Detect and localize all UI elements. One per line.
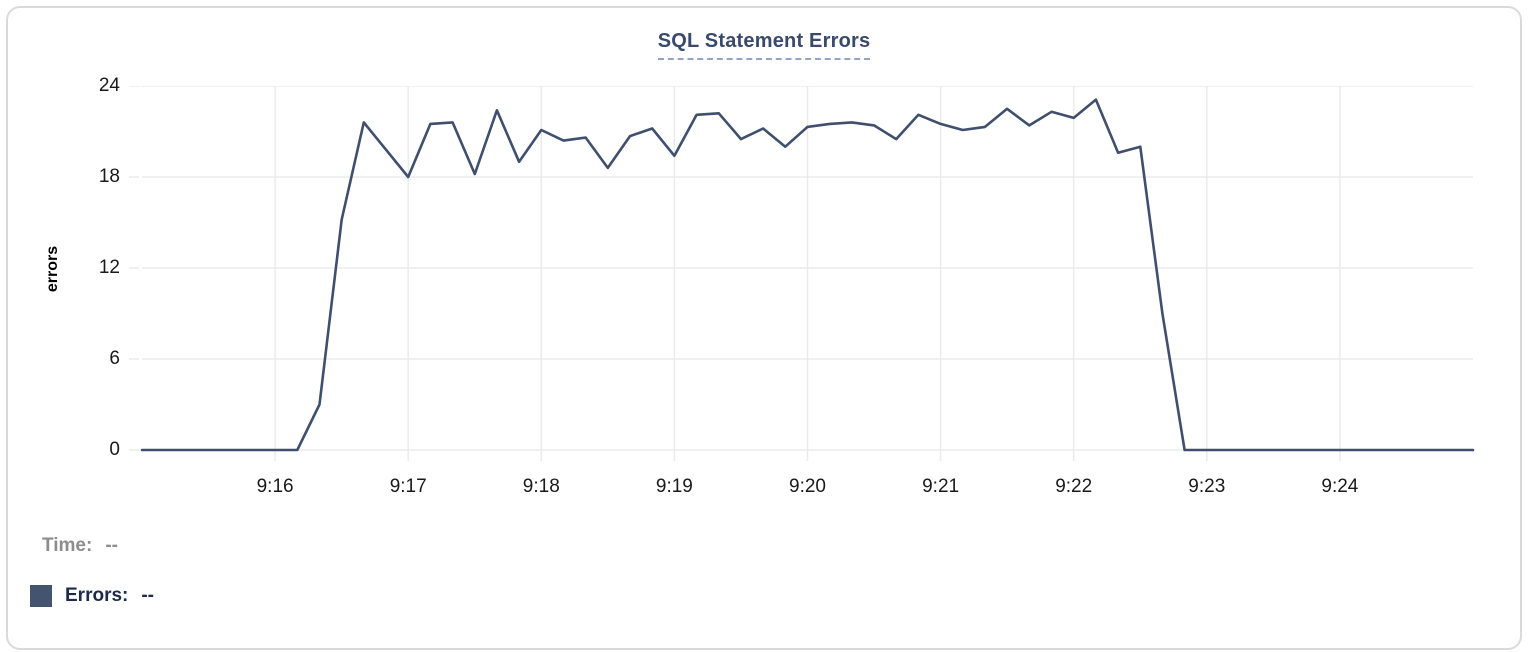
y-tick-label: 12 (98, 257, 120, 278)
x-tick-label: 9:22 (1055, 476, 1093, 497)
y-tick-label: 0 (109, 439, 120, 460)
errors-readout-value: -- (141, 585, 155, 606)
chart-title-link[interactable]: SQL Statement Errors (657, 30, 871, 60)
y-tick-label: 24 (98, 75, 120, 96)
y-axis-title: errors (44, 245, 61, 293)
time-readout-label: Time: (42, 535, 93, 556)
errors-readout-label: Errors: (65, 585, 129, 606)
x-tick-label: 9:17 (389, 476, 427, 497)
time-readout: Time: -- (42, 535, 118, 557)
x-tick-label: 9:18 (522, 476, 560, 497)
y-tick-label: 6 (109, 348, 120, 369)
chart-header: SQL Statement Errors (8, 30, 1520, 60)
x-tick-label: 9:20 (789, 476, 826, 497)
errors-legend-marker (30, 585, 52, 607)
errors-readout: Errors: -- (30, 585, 154, 607)
chart-card: SQL Statement Errors errors 0 6 12 18 24 9:1… (6, 6, 1522, 650)
x-tick-label: 9:19 (655, 476, 693, 497)
errors-line-series[interactable] (140, 98, 1475, 452)
x-tick-label: 9:21 (922, 476, 960, 497)
y-tick-label: 18 (98, 166, 120, 187)
x-tick-label: 9:24 (1321, 476, 1359, 497)
chart-plot-area[interactable] (129, 86, 1486, 466)
x-tick-label: 9:23 (1188, 476, 1226, 497)
time-readout-value: -- (105, 535, 118, 556)
x-tick-label: 9:16 (256, 476, 294, 497)
